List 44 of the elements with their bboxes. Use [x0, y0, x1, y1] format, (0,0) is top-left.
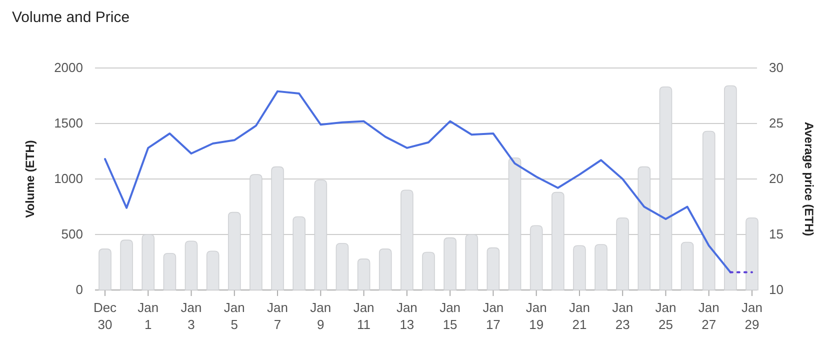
y2-tick-label: 25: [769, 116, 784, 130]
bar: [163, 252, 176, 290]
x-tick-label: Dec 30: [93, 300, 118, 332]
bar: [378, 248, 392, 290]
line-series: [104, 90, 732, 274]
y2-tick-label: 30: [769, 60, 784, 75]
bar: [444, 237, 456, 290]
bar: [357, 258, 370, 290]
y-tick-label: 2000: [54, 60, 83, 75]
y2-tick-label: 10: [769, 282, 784, 297]
bar: [486, 247, 500, 290]
x-tick-label: Jan 17: [482, 300, 504, 332]
x-tick-label: Jan 11: [353, 300, 374, 332]
x-tick-label: Jan 29: [742, 300, 762, 332]
chart-title: Volume and Price: [12, 9, 130, 26]
x-tick-label: Jan 5: [224, 300, 245, 332]
y2-axis-title: Average price (ETH): [802, 122, 816, 236]
y-tick-label: 1000: [54, 171, 83, 186]
x-tick-label: Jan 7: [267, 300, 288, 332]
bar: [336, 242, 349, 290]
x-tick-label: Jan 19: [526, 300, 547, 332]
bar: [120, 240, 133, 290]
x-tick-label: Jan 1: [138, 300, 159, 332]
bar: [98, 248, 112, 290]
x-tick-label: Jan 3: [180, 300, 202, 332]
bar: [573, 245, 586, 290]
x-tick-label: Jan 13: [396, 300, 418, 332]
x-tick-label: Jan 23: [612, 300, 634, 332]
y2-tick-label: 20: [769, 171, 784, 186]
y-tick-label: 0: [76, 282, 83, 297]
x-tick-label: Jan 15: [440, 300, 461, 332]
y2-tick-label: 15: [769, 226, 784, 242]
bar: [206, 250, 220, 290]
bar: [422, 252, 435, 290]
x-tick-label: Jan 9: [310, 300, 332, 332]
y-axis-title: Volume (ETH): [23, 140, 37, 218]
bar: [680, 242, 694, 290]
y-tick-label: 1500: [54, 116, 83, 130]
x-tick-label: Jan 21: [568, 300, 590, 332]
x-tick-label: Jan 25: [655, 300, 676, 332]
bar: [594, 244, 608, 290]
y-tick-label: 500: [61, 226, 83, 242]
bar: [184, 240, 198, 290]
x-tick-label: Jan 27: [698, 300, 720, 332]
